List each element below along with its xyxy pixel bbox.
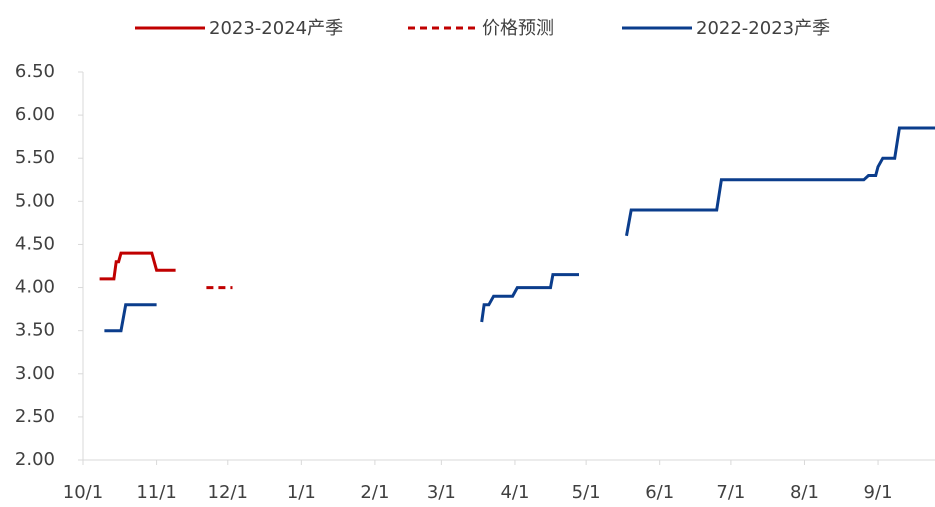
- x-tick-label: 12/1: [208, 482, 248, 503]
- x-tick-label: 2/1: [360, 482, 389, 503]
- y-tick-label: 5.00: [15, 190, 55, 211]
- legend-label: 2022-2023产季: [696, 18, 830, 39]
- x-tick-label: 6/1: [645, 482, 674, 503]
- legend-label: 2023-2024产季: [209, 18, 343, 39]
- x-tick-label: 8/1: [790, 482, 819, 503]
- y-tick-label: 3.50: [15, 320, 55, 341]
- x-tick-label: 11/1: [136, 482, 176, 503]
- x-tick-label: 7/1: [716, 482, 745, 503]
- y-tick-label: 5.50: [15, 147, 55, 168]
- y-tick-label: 3.00: [15, 363, 55, 384]
- y-tick-label: 6.50: [15, 61, 55, 82]
- x-tick-label: 3/1: [427, 482, 456, 503]
- x-tick-label: 9/1: [864, 482, 893, 503]
- y-tick-label: 6.00: [15, 104, 55, 125]
- y-tick-label: 2.00: [15, 449, 55, 470]
- x-tick-label: 4/1: [500, 482, 529, 503]
- legend-label: 价格预测: [482, 18, 554, 39]
- line: [104, 126, 935, 333]
- x-tick-label: 5/1: [572, 482, 601, 503]
- y-tick-label: 4.00: [15, 277, 55, 298]
- x-tick-label: 1/1: [287, 482, 316, 503]
- y-tick-label: 2.50: [15, 406, 55, 427]
- y-tick-label: 4.50: [15, 233, 55, 254]
- line: [99, 251, 176, 281]
- x-tick-label: 10/1: [63, 482, 103, 503]
